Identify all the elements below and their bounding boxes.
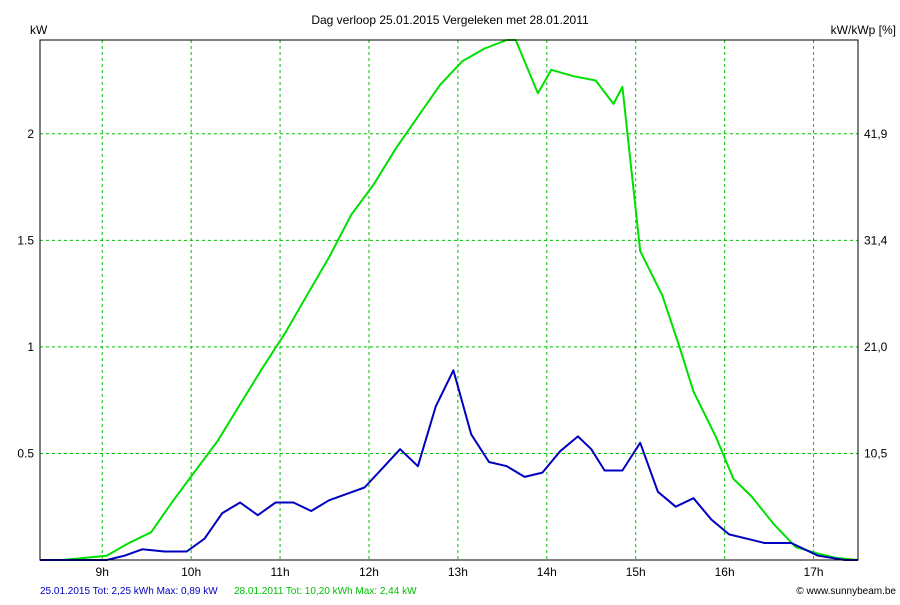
x-tick-label: 13h	[448, 565, 468, 579]
credit-text: © www.sunnybeam.be	[796, 586, 896, 597]
chart-title: Dag verloop 25.01.2015 Vergeleken met 28…	[311, 13, 589, 27]
y-right-tick-labels: 10,5 21,0 31,4 41,9	[864, 127, 888, 461]
x-tick-label: 16h	[715, 565, 735, 579]
x-tick-label: 17h	[804, 565, 824, 579]
x-tick-labels: 9h 10h 11h 12h 13h 14h 15h 16h 17h	[96, 565, 824, 579]
x-tick-label: 15h	[626, 565, 646, 579]
y-left-tick-labels: 0.5 1 1.5 2	[17, 127, 34, 461]
legend-label-2011: 28.01.2011 Tot: 10,20 kWh Max: 2,44 kW	[234, 586, 417, 597]
series-line-25.01.2015	[40, 369, 858, 561]
y-right-tick-label: 31,4	[864, 233, 888, 247]
y-left-tick-label: 2	[27, 127, 34, 141]
y-left-unit: kW	[30, 23, 48, 37]
plot-frame	[39, 39, 859, 561]
x-tick-label: 11h	[270, 565, 289, 579]
y-right-tick-label: 10,5	[864, 446, 888, 460]
y-right-unit: kW/kWp [%]	[831, 23, 896, 37]
x-tick-label: 14h	[537, 565, 557, 579]
x-tick-label: 10h	[181, 565, 201, 579]
x-tick-label: 12h	[359, 565, 379, 579]
y-right-tick-label: 41,9	[864, 127, 888, 141]
series-line-28.01.2011	[40, 39, 859, 561]
y-left-tick-label: 1.5	[17, 233, 34, 247]
legend-label-2015: 25.01.2015 Tot: 2,25 kWh Max: 0,89 kW	[40, 586, 218, 597]
series-layer	[40, 39, 859, 561]
y-left-tick-label: 0.5	[17, 446, 34, 460]
grid-layer	[40, 40, 858, 560]
x-tick-label: 9h	[96, 565, 109, 579]
y-right-tick-label: 21,0	[864, 340, 888, 354]
y-left-tick-label: 1	[27, 340, 34, 354]
